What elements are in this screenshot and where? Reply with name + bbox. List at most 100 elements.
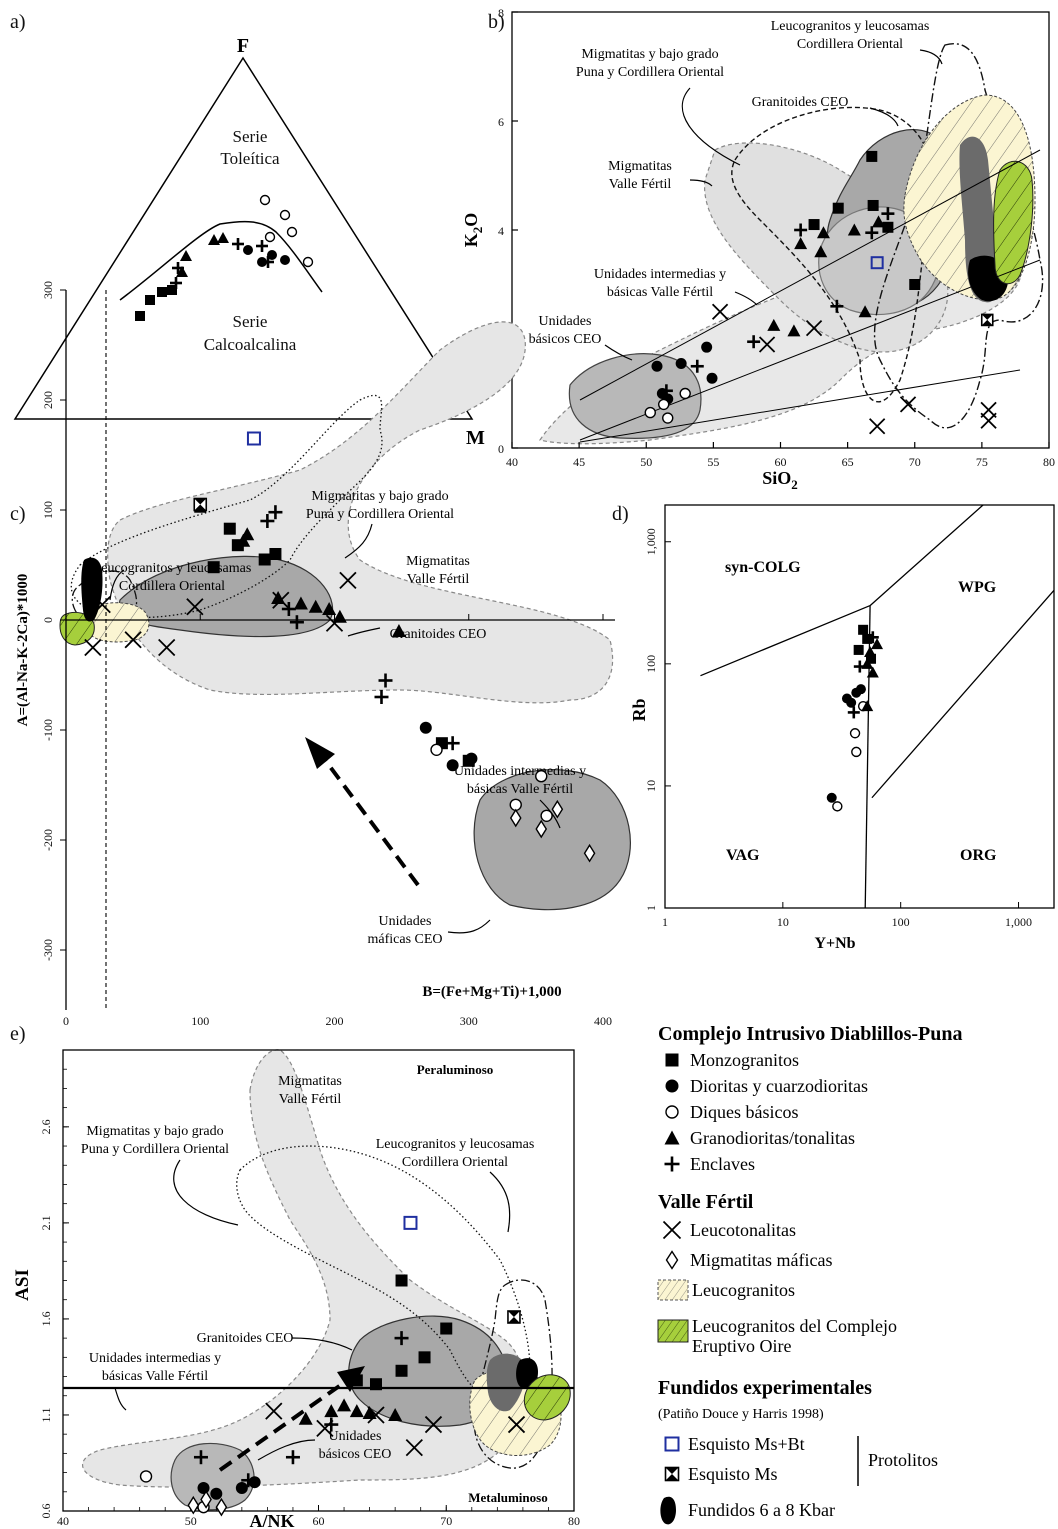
panel-c-markers <box>84 431 596 863</box>
point-c-leucotonalitas-0 <box>84 638 102 657</box>
b-migpuna-label-1: Migmatitas y bajo grado <box>581 47 718 62</box>
legend-marker-hourglass <box>664 1466 680 1482</box>
point-e-granodioritas-tonalitas-1 <box>324 1404 339 1418</box>
point-b-leucotonalitas-3 <box>869 418 886 435</box>
e-basicos-label-2: básicos CEO <box>319 1447 392 1462</box>
c-migvf-label-2: Valle Fértil <box>407 572 470 587</box>
point-c-leucotonalitas-5 <box>272 591 290 609</box>
point-b-monzogranitos-4 <box>882 221 894 233</box>
legend-marker-triangle <box>664 1130 680 1145</box>
point-e-granodioritas-tonalitas-2 <box>337 1398 352 1412</box>
point-a-1 <box>145 295 155 305</box>
point-a-0 <box>135 311 145 321</box>
legend-leucogranitos-label: Leucogranitos <box>692 1280 795 1300</box>
region-syn-colg: syn-COLG <box>725 559 801 576</box>
legend-leucotonalitas-label: Leucotonalitas <box>690 1220 796 1240</box>
field-fundidos-c <box>81 557 103 622</box>
point-a-19 <box>264 231 276 243</box>
point-a-11 <box>243 245 253 255</box>
point-b-leucotonalitas-4 <box>899 396 917 413</box>
field-oire-e <box>523 1374 571 1421</box>
panel-e-annotations: Migmatitas Valle Fértil Migmatitas y baj… <box>81 1074 534 1462</box>
b-basicos-label-1: Unidades <box>539 314 592 329</box>
legend-fundidos-label: Fundidos 6 a 8 Kbar <box>688 1500 835 1520</box>
point-a-21 <box>267 250 277 260</box>
panel-c-ylabel: A=(Al-Na-K-2Ca)*1000 <box>15 574 31 727</box>
point-e-leucotonalitas-4 <box>424 1415 443 1434</box>
point-e-diques-b-sicos-0 <box>139 1470 153 1483</box>
field-oire-b <box>993 160 1034 285</box>
point-d-granodioritas-tonalitas-2 <box>866 666 879 678</box>
point-c-enclaves-3 <box>289 615 304 630</box>
panel-b-fields <box>539 43 1044 445</box>
point-b-enclaves-2 <box>747 335 761 349</box>
panel-b-arrows <box>604 49 943 361</box>
legend-protolitos-label: Protolitos <box>868 1450 938 1470</box>
e-leuco-label-1: Leucogranitos y leucosamas <box>376 1137 535 1152</box>
legend-leucotonalitas: Leucotonalitas <box>662 1220 796 1240</box>
field-fundidos-black-e <box>516 1358 538 1389</box>
e-xtick-label: 80 <box>568 1514 580 1528</box>
b-xtick-label: 70 <box>909 455 921 469</box>
point-c-leucotonalitas-6 <box>325 614 344 632</box>
legend-marker-blue-square <box>664 1436 680 1452</box>
b-leuco-label-2: Cordillera Oriental <box>797 37 903 52</box>
e-granitoides-label: Granitoides CEO <box>197 1331 294 1346</box>
apex-m-label: M <box>466 427 485 449</box>
legend-title-fundidos: Fundidos experimentales <box>658 1377 872 1399</box>
point-e-esquisto-ms-bt-0 <box>403 1215 418 1230</box>
b-basicos-label-2: básicos CEO <box>529 332 602 347</box>
point-a-20 <box>302 256 314 268</box>
point-c-diques-b-sicos-2 <box>535 770 548 783</box>
legend-esquisto-ms-label: Esquisto Ms <box>688 1464 778 1484</box>
panel-b-label: b) <box>488 11 505 33</box>
point-b-granodioritas-tonalitas-0 <box>794 237 808 250</box>
calcoalcalina-label-1: Serie <box>233 312 268 331</box>
point-a-18 <box>286 226 298 238</box>
b-xtick-label: 60 <box>775 455 787 469</box>
b-xtick-label: 50 <box>640 455 652 469</box>
trend-line-b-middle <box>579 259 1041 441</box>
field-fundidos-grey-e <box>486 1353 526 1412</box>
point-d-monzogranitos-0 <box>853 644 864 655</box>
point-b-esquisto-ms-bt-0 <box>870 256 884 270</box>
b-arrow-migpuna <box>681 87 741 166</box>
panel-e-label: e) <box>10 1023 26 1045</box>
field-leuco-e <box>473 1279 553 1469</box>
legend-oire-swatch <box>657 1319 689 1343</box>
point-e-monzogranitos-0 <box>350 1374 363 1387</box>
c-xtick-label: 400 <box>594 1014 612 1028</box>
c-arrow-migpuna <box>344 523 373 559</box>
e-arrow-intermedias <box>114 1387 127 1411</box>
e-xtick-label: 70 <box>440 1514 452 1528</box>
trend-line-b-lower <box>579 369 1021 443</box>
e-leuco-label-2: Cordillera Oriental <box>402 1155 508 1170</box>
field-basicos-e <box>170 1442 255 1511</box>
point-b-monzogranitos-3 <box>867 199 879 211</box>
b-intermedias-label-2: básicas Valle Fértil <box>607 285 713 300</box>
point-c-monzogranitos-2 <box>223 522 236 535</box>
e-migvf-label-2: Valle Fértil <box>279 1092 342 1107</box>
point-d-monzogranitos-1 <box>858 624 869 635</box>
point-c-granodioritas-tonalitas-3 <box>293 596 308 610</box>
d-line-syncolg-vag <box>700 604 871 677</box>
point-e-esquisto-ms-0 <box>507 1310 521 1324</box>
point-c-enclaves-0 <box>260 514 275 528</box>
panel-d: d) 1 10 100 1,000 1,000 100 10 1 Rb Y+Nb syn-CO… <box>612 503 1055 952</box>
b-xtick-label: 55 <box>707 455 719 469</box>
c-ytick-label: -300 <box>41 939 55 961</box>
c-xtick-label: 200 <box>326 1014 344 1028</box>
b-xtick-label: 40 <box>506 455 518 469</box>
panel-b: b) 40455055606570758002468 SiO2 K2O Leuc… <box>461 6 1055 492</box>
point-c-esquisto-ms-bt-0 <box>246 431 261 446</box>
point-b-diques-b-sicos-2 <box>662 412 674 424</box>
d-line-syncolg-wpg <box>869 504 984 607</box>
panel-a-label: a) <box>10 11 26 33</box>
point-b-monzogranitos-1 <box>832 202 844 214</box>
field-migpuna-c <box>70 394 383 619</box>
region-wpg: WPG <box>958 579 997 596</box>
afm-divider-line <box>119 220 323 301</box>
d-ytick-label: 100 <box>644 655 658 673</box>
c-ytick-label: 200 <box>41 391 55 409</box>
point-e-leucotonalitas-5 <box>507 1415 526 1434</box>
